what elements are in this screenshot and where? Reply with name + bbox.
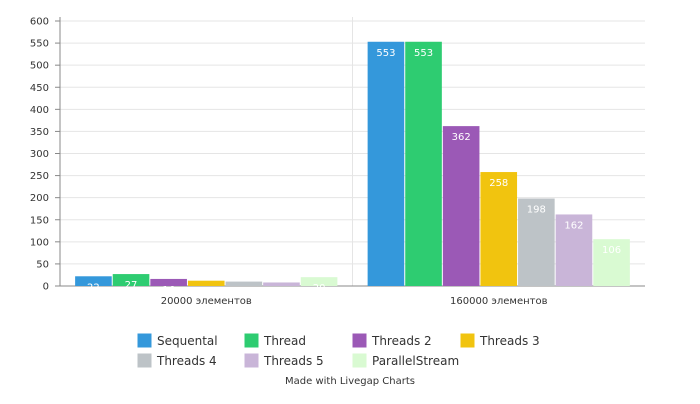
bar [593,239,630,286]
bar-value-label: 10 [237,288,250,299]
y-tick-label: 50 [36,259,49,270]
y-tick-label: 100 [30,237,49,248]
y-tick-label: 200 [30,193,49,204]
legend-item: Threads 2 [351,332,432,349]
legend-swatch [136,332,153,349]
bar [263,282,300,286]
x-category-label: 160000 элементов [450,296,548,307]
bar [75,276,112,286]
bar [518,198,555,286]
bar-value-label: 258 [489,178,508,189]
bar [150,278,187,286]
legend-label: Threads 5 [263,354,324,368]
bar-value-label: 22 [87,282,100,293]
y-tick-label: 0 [43,282,49,293]
x-category-label: 20000 элементов [161,296,252,307]
y-tick-label: 400 [30,105,49,116]
bar [480,172,518,286]
bar-value-label: 362 [452,132,471,143]
grid [60,17,645,286]
legend-item: Threads 3 [459,332,540,349]
legend-item: Threads 5 [243,352,324,369]
bars [75,41,630,287]
legend-item: Sequental [136,332,218,349]
bar [187,280,225,286]
legend-label: Threads 2 [371,334,432,348]
bar [555,214,593,286]
legend-item: Threads 4 [136,352,217,369]
y-tick-label: 300 [30,149,49,160]
bar [225,281,263,286]
bar-value-label: 12 [200,287,213,298]
y-tick-label: 500 [30,61,49,72]
y-tick-label: 450 [30,83,49,94]
y-tick-label: 150 [30,215,49,226]
bar [442,126,480,286]
legend-label: Threads 3 [479,334,540,348]
y-tick-label: 550 [30,39,49,50]
legend-swatch [243,352,260,369]
legend-item: ParallelStream [351,352,459,369]
bar [367,41,405,287]
legend-label: Thread [263,334,306,348]
bar-value-label: 553 [376,48,395,59]
legend-swatch [243,332,260,349]
bar [300,277,338,286]
legend-swatch [459,332,476,349]
legend-label: Sequental [157,334,218,348]
legend-item: Thread [243,332,306,349]
bar [112,274,150,286]
bar-value-label: 16 [162,285,175,296]
bar-value-label: 20 [313,283,326,294]
bar-value-label: 553 [414,48,433,59]
y-tick-label: 600 [30,17,49,28]
bar [405,41,442,287]
y-tick-label: 250 [30,171,49,182]
bar-value-label: 8 [278,288,284,299]
legend-swatch [351,352,368,369]
y-tick-label: 350 [30,127,49,138]
axes: 0 50 100 150 200 250 300 350 400 450 500 550 600 2000… [30,17,645,307]
legend-label: Threads 4 [156,354,217,368]
legend: Sequental Thread Threads 2 Threads 3 Threads… [136,332,540,369]
credit-text: Made with Livegap Charts [285,376,415,387]
bar-value-label: 27 [125,280,138,291]
legend-swatch [351,332,368,349]
data-labels: 22 27 16 12 10 8 20 553 553 362 258 198 162 106 [87,48,621,300]
bar-value-label: 198 [527,205,546,216]
legend-label: ParallelStream [372,354,459,368]
bar-value-label: 106 [602,245,621,256]
legend-swatch [136,352,153,369]
bar-value-label: 162 [564,220,583,231]
